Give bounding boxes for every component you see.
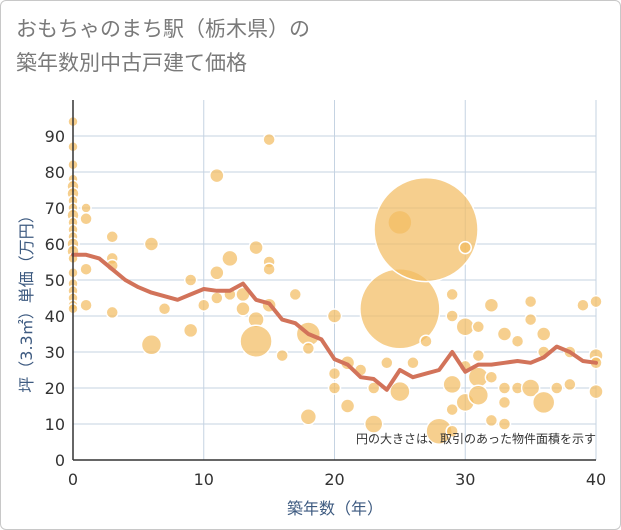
bubble-point-93 bbox=[523, 312, 538, 327]
grid-lines bbox=[73, 100, 597, 460]
bubble-point-60 bbox=[366, 381, 381, 395]
bubble-point-73 bbox=[445, 402, 459, 417]
bubble-point-24 bbox=[79, 298, 93, 312]
bubble-point-75 bbox=[458, 240, 472, 255]
bubble-point-101 bbox=[576, 298, 590, 312]
bubble-point-80 bbox=[471, 348, 486, 363]
bubble-series bbox=[66, 115, 604, 445]
bubble-point-84 bbox=[484, 370, 499, 384]
bubble-point-97 bbox=[531, 390, 556, 415]
bubble-point-72 bbox=[442, 374, 462, 395]
bubble-point-61 bbox=[363, 414, 384, 434]
bubble-point-53 bbox=[299, 408, 318, 426]
y-tick-label-90: 90 bbox=[45, 127, 65, 146]
bubble-point-52 bbox=[301, 341, 316, 356]
x-tick-label-0: 0 bbox=[68, 470, 78, 489]
bubble-point-22 bbox=[79, 212, 93, 226]
bubble-point-36 bbox=[209, 265, 225, 281]
bubble-point-102 bbox=[589, 294, 603, 309]
bubble-point-56 bbox=[327, 381, 342, 395]
bubble-point-86 bbox=[496, 326, 513, 342]
x-tick-label-30: 30 bbox=[455, 470, 475, 489]
y-tick-label-30: 30 bbox=[45, 343, 65, 362]
x-tick-label-20: 20 bbox=[324, 470, 344, 489]
bubble-point-54 bbox=[326, 308, 343, 324]
bubble-point-95 bbox=[535, 326, 552, 342]
bubble-point-31 bbox=[157, 302, 172, 316]
bubble-point-50 bbox=[288, 287, 303, 302]
y-tick-label-60: 60 bbox=[45, 235, 65, 254]
bubble-point-98 bbox=[550, 381, 564, 395]
bubble-point-92 bbox=[523, 294, 538, 309]
bubble-point-23 bbox=[79, 262, 93, 276]
bubble-point-94 bbox=[520, 378, 541, 398]
bubble-point-62 bbox=[380, 356, 394, 370]
bubble-point-28 bbox=[105, 305, 119, 320]
bubble-point-47 bbox=[262, 262, 276, 276]
chart-title: おもちゃのまち駅（栃木県）の 築年数別中古戸建て価格 bbox=[16, 12, 310, 80]
bubble-point-35 bbox=[209, 167, 225, 184]
bubble-point-85 bbox=[484, 413, 499, 428]
bubble-point-100 bbox=[563, 377, 577, 392]
bubble-point-66 bbox=[406, 356, 420, 370]
x-axis-label: 築年数（年） bbox=[287, 499, 383, 518]
x-tick-label-10: 10 bbox=[194, 470, 214, 489]
bubble-point-37 bbox=[210, 291, 224, 305]
axes: 0 10 20 30 40 0 10 20 30 40 50 60 70 80 90 bbox=[45, 100, 606, 489]
bubble-point-30 bbox=[140, 334, 163, 356]
y-tick-label-50: 50 bbox=[45, 271, 65, 290]
chart-title-line-1: おもちゃのまち駅（栃木県）の bbox=[16, 17, 310, 41]
bubble-point-41 bbox=[235, 301, 251, 317]
bubble-point-105 bbox=[588, 383, 604, 400]
average-line bbox=[71, 252, 598, 392]
y-axis-label: 坪（3.3㎡）単価（万円） bbox=[17, 207, 36, 392]
y-tick-label-0: 0 bbox=[55, 451, 65, 470]
y-tick-label-70: 70 bbox=[45, 199, 65, 218]
bubble-point-79 bbox=[471, 320, 486, 334]
bubble-point-68 bbox=[419, 334, 433, 348]
bubble-point-74 bbox=[445, 424, 459, 438]
x-tick-label-40: 40 bbox=[586, 470, 606, 489]
bubble-point-44 bbox=[239, 324, 273, 358]
bubble-point-49 bbox=[275, 348, 289, 363]
chart-title-line-2: 築年数別中古戸建て価格 bbox=[16, 51, 247, 75]
size-annotation: 円の大きさは、取引のあった物件面積を示す bbox=[356, 431, 596, 446]
bubble-point-87 bbox=[497, 381, 512, 395]
bubble-point-34 bbox=[197, 298, 211, 312]
bubble-point-38 bbox=[221, 249, 239, 268]
bubble-point-71 bbox=[445, 309, 459, 323]
bubble-point-21 bbox=[80, 202, 92, 214]
y-tick-label-40: 40 bbox=[45, 307, 65, 326]
bubble-point-70 bbox=[445, 287, 459, 302]
bubble-point-32 bbox=[183, 273, 198, 287]
bubble-point-42 bbox=[248, 239, 264, 256]
bubble-point-25 bbox=[105, 230, 119, 244]
bubble-point-45 bbox=[262, 132, 276, 147]
bubble-point-29 bbox=[143, 236, 160, 252]
bubble-point-83 bbox=[483, 297, 500, 313]
y-tick-label-80: 80 bbox=[45, 163, 65, 182]
bubble-point-89 bbox=[497, 417, 512, 431]
bubble-point-67 bbox=[373, 176, 479, 283]
bubble-point-58 bbox=[339, 398, 356, 414]
bubble-point-55 bbox=[327, 366, 342, 381]
bubble-point-90 bbox=[510, 334, 525, 348]
bubble-point-76 bbox=[455, 317, 475, 337]
bubble-point-33 bbox=[182, 322, 199, 339]
y-tick-label-20: 20 bbox=[45, 379, 65, 398]
bubble-point-88 bbox=[497, 395, 512, 410]
average-line-series bbox=[71, 252, 598, 392]
y-tick-label-10: 10 bbox=[45, 415, 65, 434]
bubble-point-82 bbox=[467, 384, 490, 406]
bubble-point-65 bbox=[389, 380, 411, 403]
